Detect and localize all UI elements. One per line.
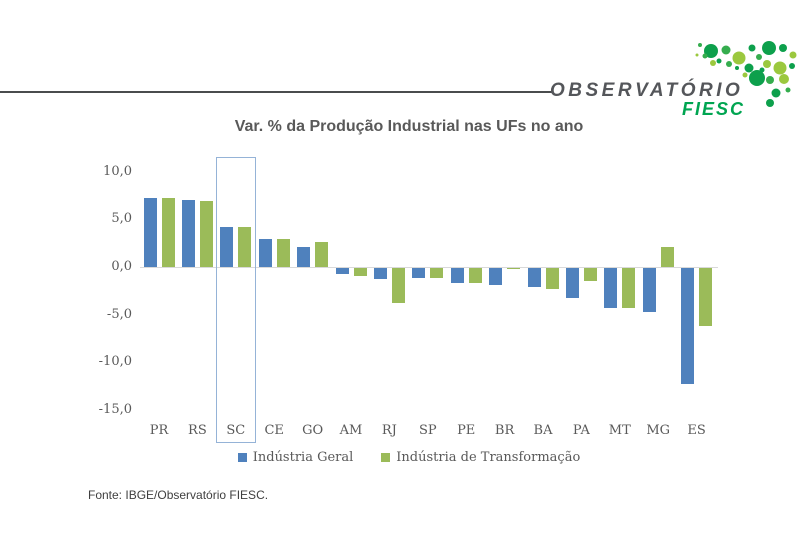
x-label-RJ: RJ	[381, 423, 397, 438]
bar-ES-geral	[681, 268, 695, 384]
x-label-BA: BA	[533, 423, 553, 438]
bar-PE-geral	[450, 268, 464, 283]
logo-fiesc-text: FIESC	[681, 99, 745, 119]
bar-GO-transformacao	[315, 242, 329, 267]
x-label-SP: SP	[418, 423, 437, 438]
x-label-CE: CE	[264, 423, 284, 438]
bar-CE-transformacao	[276, 239, 290, 267]
bar-RS-transformacao	[199, 201, 213, 267]
y-tick-label: -15,0	[98, 401, 132, 417]
x-label-PR: PR	[149, 423, 169, 438]
bar-CE-geral	[258, 239, 272, 267]
y-tick-label: 10,0	[103, 163, 132, 179]
x-label-AM: AM	[339, 423, 363, 438]
x-label-ES: ES	[687, 423, 706, 438]
y-tick-label: -5,0	[106, 306, 132, 322]
logo-observatorio-text: OBSERVATÓRIO	[550, 80, 744, 101]
x-label-PE: PE	[457, 423, 476, 438]
x-label-GO: GO	[302, 423, 324, 438]
legend-item-industria-transformacao: Indústria de Transformação	[381, 450, 580, 465]
bar-SP-geral	[412, 268, 426, 278]
bar-PR-geral	[143, 198, 157, 267]
bar-MT-transformacao	[622, 268, 636, 308]
x-label-PA: PA	[572, 423, 590, 438]
bar-BA-transformacao	[545, 268, 559, 289]
legend-label: Indústria Geral	[252, 450, 354, 465]
y-tick-label: -10,0	[98, 354, 132, 370]
bar-SC-transformacao	[238, 227, 252, 267]
y-tick-label: 0,0	[111, 259, 132, 274]
bar-PA-transformacao	[583, 268, 597, 281]
bar-SC-geral	[220, 227, 234, 267]
x-label-MT: MT	[608, 423, 631, 438]
legend-swatch-icon	[381, 453, 391, 462]
bar-MG-geral	[642, 268, 656, 312]
bar-BR-geral	[489, 268, 503, 285]
legend-label: Indústria de Transformação	[396, 450, 581, 465]
bar-RJ-geral	[373, 268, 387, 279]
bar-AM-transformacao	[353, 268, 367, 276]
legend-item-industria-geral: Indústria Geral	[237, 450, 354, 465]
bar-MG-transformacao	[660, 247, 674, 267]
bar-PR-transformacao	[161, 198, 175, 267]
y-tick-label: 5,0	[111, 211, 132, 227]
source-note: Fonte: IBGE/Observatório FIESC.	[88, 488, 269, 502]
bar-ES-transformacao	[699, 268, 713, 326]
x-label-SC: SC	[226, 423, 246, 438]
legend-swatch-icon	[237, 453, 247, 462]
chart-legend: Indústria Geral Indústria de Transformaçã…	[120, 450, 698, 465]
highlight-box-sc	[216, 157, 257, 443]
bar-BA-geral	[527, 268, 541, 287]
header-divider-line	[0, 91, 552, 93]
bar-RJ-transformacao	[391, 268, 405, 303]
x-axis-zero-line	[140, 267, 718, 268]
bar-SP-transformacao	[430, 268, 444, 278]
bar-AM-geral	[335, 268, 349, 274]
bar-PE-transformacao	[468, 268, 482, 283]
chart-title: Var. % da Produção Industrial nas UFs no…	[234, 118, 584, 135]
x-label-BR: BR	[494, 423, 515, 438]
bar-PA-geral	[565, 268, 579, 298]
fiesc-brazil-dots-logo	[695, 41, 797, 107]
bar-MT-geral	[604, 268, 618, 308]
bar-GO-geral	[297, 247, 311, 267]
x-label-MG: MG	[646, 423, 671, 438]
bar-BR-transformacao	[507, 268, 521, 269]
bar-RS-geral	[181, 200, 195, 267]
x-label-RS: RS	[188, 423, 207, 438]
